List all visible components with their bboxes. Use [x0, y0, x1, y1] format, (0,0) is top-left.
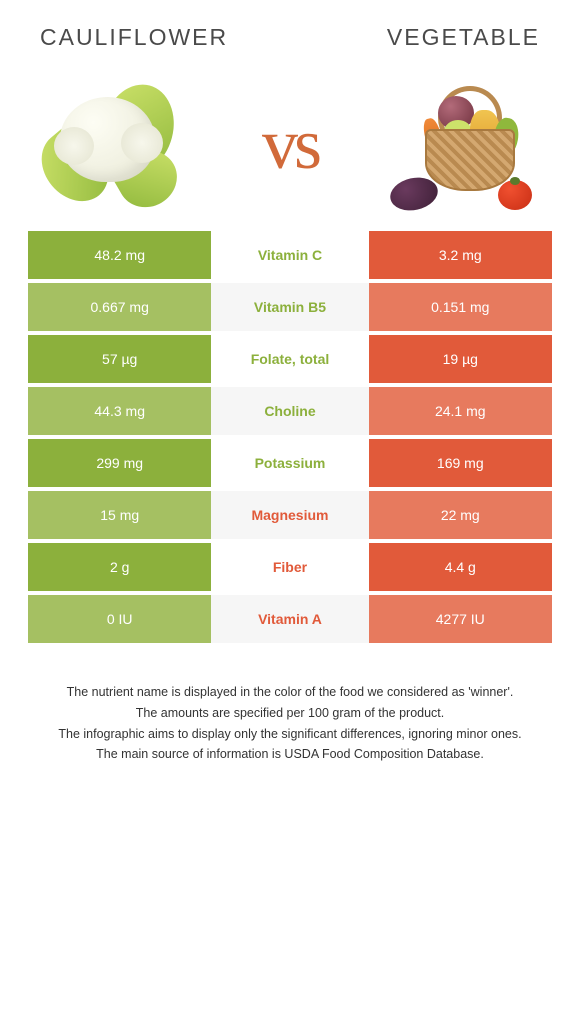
cauliflower-illustration	[40, 69, 190, 219]
nutrient-label: Vitamin A	[211, 595, 368, 643]
footnotes: The nutrient name is displayed in the co…	[0, 647, 580, 766]
footnote-line: The main source of information is USDA F…	[24, 745, 556, 764]
footnote-line: The nutrient name is displayed in the co…	[24, 683, 556, 702]
right-value: 0.151 mg	[369, 283, 552, 331]
left-value: 299 mg	[28, 439, 211, 487]
right-value: 4.4 g	[369, 543, 552, 591]
right-value: 169 mg	[369, 439, 552, 487]
left-value: 0.667 mg	[28, 283, 211, 331]
nutrient-label: Potassium	[211, 439, 368, 487]
right-value: 4277 IU	[369, 595, 552, 643]
table-row: 15 mgMagnesium22 mg	[28, 491, 552, 539]
table-row: 299 mgPotassium169 mg	[28, 439, 552, 487]
table-row: 0.667 mgVitamin B50.151 mg	[28, 283, 552, 331]
right-value: 19 µg	[369, 335, 552, 383]
header: Cauliflower Vegetable	[0, 0, 580, 59]
vs-label: vs	[262, 103, 318, 186]
right-value: 24.1 mg	[369, 387, 552, 435]
right-title: Vegetable	[387, 24, 540, 51]
nutrient-label: Folate, total	[211, 335, 368, 383]
table-row: 57 µgFolate, total19 µg	[28, 335, 552, 383]
nutrient-label: Choline	[211, 387, 368, 435]
left-value: 44.3 mg	[28, 387, 211, 435]
nutrient-label: Magnesium	[211, 491, 368, 539]
left-value: 2 g	[28, 543, 211, 591]
comparison-table: 48.2 mgVitamin C3.2 mg0.667 mgVitamin B5…	[0, 231, 580, 647]
footnote-line: The amounts are specified per 100 gram o…	[24, 704, 556, 723]
footnote-line: The infographic aims to display only the…	[24, 725, 556, 744]
left-value: 57 µg	[28, 335, 211, 383]
right-value: 3.2 mg	[369, 231, 552, 279]
nutrient-label: Vitamin B5	[211, 283, 368, 331]
table-row: 0 IUVitamin A4277 IU	[28, 595, 552, 643]
table-row: 48.2 mgVitamin C3.2 mg	[28, 231, 552, 279]
table-row: 44.3 mgCholine24.1 mg	[28, 387, 552, 435]
left-value: 48.2 mg	[28, 231, 211, 279]
hero-row: vs	[0, 59, 580, 231]
right-value: 22 mg	[369, 491, 552, 539]
left-value: 0 IU	[28, 595, 211, 643]
nutrient-label: Vitamin C	[211, 231, 368, 279]
vegetable-basket-illustration	[390, 69, 540, 219]
nutrient-label: Fiber	[211, 543, 368, 591]
left-value: 15 mg	[28, 491, 211, 539]
left-title: Cauliflower	[40, 24, 228, 51]
table-row: 2 gFiber4.4 g	[28, 543, 552, 591]
